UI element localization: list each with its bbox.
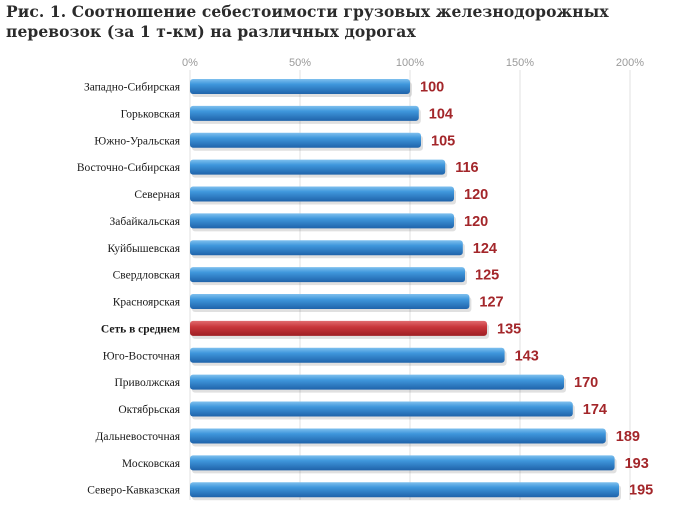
x-tick-label: 0% bbox=[182, 57, 198, 69]
x-tick-label: 50% bbox=[289, 57, 311, 69]
data-label: 193 bbox=[625, 456, 649, 472]
chart-title-line-2: перевозок (за 1 т-км) на различных дорог… bbox=[6, 22, 416, 41]
category-label: Свердловская bbox=[113, 270, 181, 282]
chart-title-line-1: Рис. 1. Соотношение себестоимости грузов… bbox=[6, 2, 609, 21]
bar bbox=[190, 79, 410, 94]
category-label: Горьковская bbox=[121, 108, 181, 120]
bar bbox=[190, 267, 465, 283]
category-label: Куйбышевская bbox=[107, 243, 180, 255]
bar bbox=[190, 428, 606, 444]
category-label: Дальневосточная bbox=[96, 431, 181, 443]
bar bbox=[190, 294, 470, 310]
category-label: Московская bbox=[122, 458, 181, 470]
category-label: Северная bbox=[134, 189, 180, 201]
data-label: 120 bbox=[464, 214, 488, 230]
data-label: 135 bbox=[497, 321, 521, 337]
data-label: 100 bbox=[420, 80, 444, 96]
bar bbox=[190, 186, 454, 202]
category-label: Юго-Восточная bbox=[103, 350, 181, 362]
bar bbox=[190, 347, 505, 363]
bar bbox=[190, 159, 446, 175]
category-label: Красноярская bbox=[113, 297, 181, 309]
data-label: 105 bbox=[431, 133, 455, 149]
data-label: 143 bbox=[515, 348, 539, 364]
x-tick-label: 100% bbox=[396, 57, 424, 69]
data-label: 116 bbox=[455, 160, 478, 176]
bar-highlight bbox=[190, 320, 487, 336]
bar bbox=[190, 482, 619, 498]
category-label: Южно-Уральская bbox=[94, 135, 180, 147]
data-label: 195 bbox=[629, 483, 653, 499]
category-label: Сеть в среднем bbox=[101, 323, 180, 335]
data-label: 174 bbox=[583, 402, 607, 418]
data-label: 124 bbox=[473, 241, 497, 257]
data-label: 125 bbox=[475, 268, 499, 284]
bar bbox=[190, 374, 564, 390]
bar bbox=[190, 105, 419, 121]
data-label: 120 bbox=[464, 187, 488, 203]
category-label: Забайкальская bbox=[110, 216, 181, 228]
category-label: Восточно-Сибирская bbox=[77, 162, 181, 174]
data-label: 189 bbox=[616, 429, 640, 445]
data-label: 170 bbox=[574, 375, 598, 391]
x-tick-label: 200% bbox=[616, 57, 644, 69]
bar bbox=[190, 132, 421, 148]
bar bbox=[190, 455, 615, 471]
data-label: 127 bbox=[479, 295, 503, 311]
category-label: Приволжская bbox=[114, 377, 180, 389]
bar bbox=[190, 213, 454, 229]
chart-title: Рис. 1. Соотношение себестоимости грузов… bbox=[6, 2, 676, 42]
bar bbox=[190, 401, 573, 417]
category-label: Октябрьская bbox=[118, 404, 180, 416]
data-label: 104 bbox=[429, 106, 453, 122]
bar bbox=[190, 240, 463, 256]
x-tick-label: 150% bbox=[506, 57, 534, 69]
category-label: Западно-Сибирская bbox=[84, 82, 181, 94]
category-label: Северо-Кавказская bbox=[87, 485, 180, 497]
